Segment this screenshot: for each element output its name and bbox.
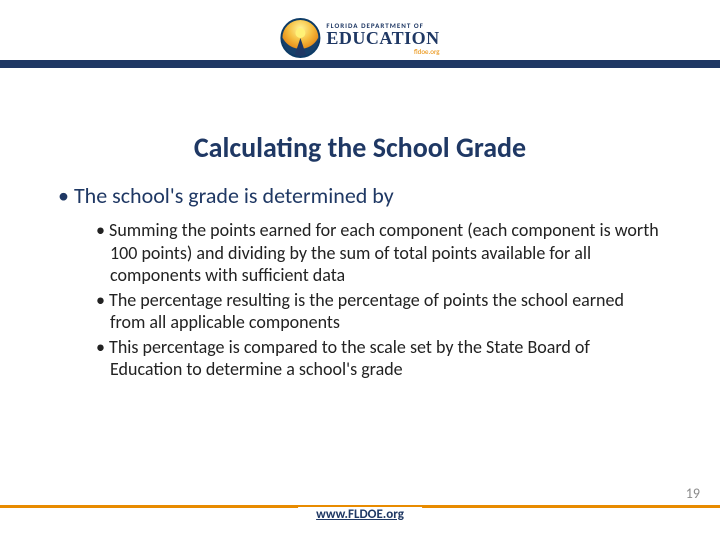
bullet-level2-item: Summing the points earned for each compo… [96, 219, 662, 287]
bullet-level2-list: Summing the points earned for each compo… [96, 219, 662, 381]
bullet-level2-item: The percentage resulting is the percenta… [96, 289, 662, 334]
logo-text: FLORIDA DEPARTMENT OF EDUCATION fldoe.or… [326, 22, 439, 55]
slide-body: The school's grade is determined by Summ… [58, 182, 662, 383]
footer-link[interactable]: www.FLDOE.org [298, 507, 422, 522]
bullet-level1: The school's grade is determined by [58, 182, 662, 209]
logo-main-line: EDUCATION [326, 29, 439, 47]
brand-logo: FLORIDA DEPARTMENT OF EDUCATION fldoe.or… [266, 18, 453, 58]
slide-title: Calculating the School Grade [0, 130, 720, 165]
bullet-level2-item: This percentage is compared to the scale… [96, 336, 662, 381]
logo-url-line: fldoe.org [326, 48, 439, 55]
page-number: 19 [686, 485, 700, 502]
logo-mark-icon [280, 18, 320, 58]
header-rule [0, 60, 720, 68]
